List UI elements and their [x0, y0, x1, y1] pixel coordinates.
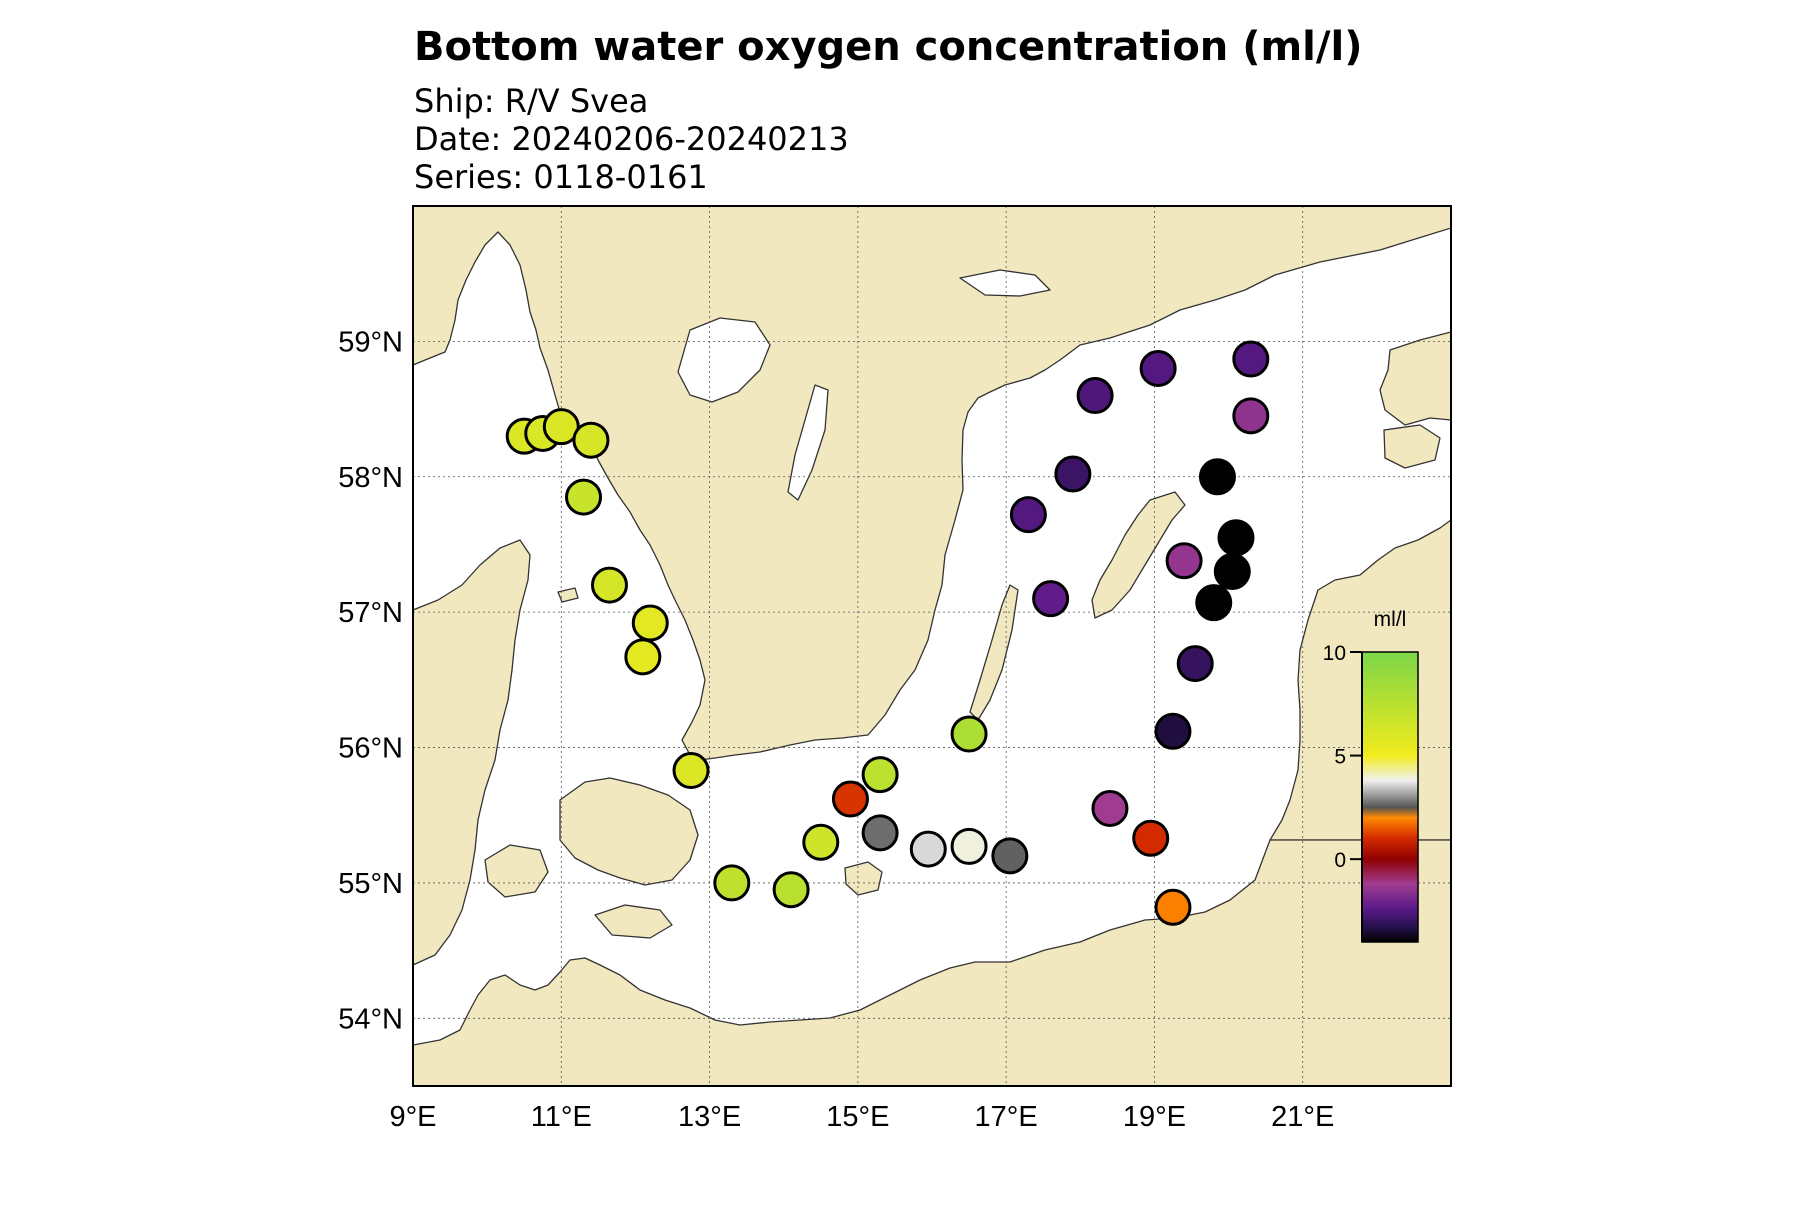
station-marker [772, 871, 810, 909]
colorbar-gradient [1361, 651, 1419, 943]
station-marker [1032, 580, 1070, 618]
station-marker [1165, 542, 1203, 580]
station-marker [542, 408, 580, 446]
station-marker [1076, 377, 1114, 415]
saaremaa-island [1383, 424, 1441, 469]
ship-label: Ship: R/V Svea [414, 82, 649, 120]
station-marker [802, 823, 840, 861]
colorbar-tick-label: 10 [1323, 642, 1346, 665]
station-marker [1176, 645, 1214, 683]
colorbar-tick-label: 5 [1334, 746, 1346, 769]
station-marker [590, 566, 628, 604]
lon-tick-label: 19°E [1123, 1101, 1186, 1133]
jutland-land [413, 539, 531, 966]
lat-tick-label: 59°N [338, 326, 403, 358]
station-marker [1217, 519, 1255, 557]
lon-tick-label: 11°E [531, 1101, 592, 1133]
station-marker [1132, 819, 1170, 857]
station-marker [991, 837, 1029, 875]
colorbar: ml/l 10 5 0 [1323, 608, 1419, 943]
vanern-lake [677, 317, 771, 403]
longitude-labels: 9°E 11°E 13°E 15°E 17°E 19°E 21°E [389, 1101, 1334, 1133]
colorbar-tick-label: 0 [1334, 849, 1346, 872]
lon-tick-label: 17°E [975, 1101, 1038, 1133]
station-marker [1009, 496, 1047, 534]
estonia-land [1379, 331, 1451, 426]
station-marker [950, 827, 988, 865]
zealand-island [559, 777, 699, 886]
station-marker [861, 814, 899, 852]
station-markers [505, 340, 1270, 926]
funen-island [484, 844, 549, 898]
series-label: Series: 0118-0161 [414, 158, 708, 196]
station-marker [572, 421, 610, 459]
vattern-lake [787, 384, 829, 501]
latitude-labels: 54°N 55°N 56°N 57°N 58°N 59°N [338, 326, 403, 1035]
gotland-island [1091, 491, 1186, 619]
station-marker [624, 638, 662, 676]
map-frame [412, 205, 1452, 1087]
station-marker [672, 752, 710, 790]
land-layer [413, 206, 1451, 1086]
lat-tick-label: 54°N [338, 1003, 403, 1035]
station-marker [1054, 455, 1092, 493]
colorbar-label: ml/l [1374, 608, 1407, 631]
colorbar-ticks: 10 5 0 [1323, 642, 1362, 872]
station-marker [1213, 553, 1251, 591]
station-marker [631, 604, 669, 642]
lon-tick-label: 21°E [1271, 1101, 1334, 1133]
bornholm-island [844, 861, 883, 896]
station-marker [1154, 712, 1192, 750]
laeso-island [557, 587, 579, 603]
station-marker [565, 478, 603, 516]
station-marker [1195, 584, 1233, 622]
lolland-island [594, 904, 673, 939]
scandinavia-land [413, 206, 1451, 761]
station-marker [1232, 340, 1270, 378]
station-marker [1139, 349, 1177, 387]
lon-tick-label: 15°E [826, 1101, 889, 1133]
lat-tick-label: 57°N [338, 597, 403, 629]
station-marker [1154, 888, 1192, 926]
lon-tick-label: 13°E [678, 1101, 741, 1133]
station-marker [950, 715, 988, 753]
date-label: Date: 20240206-20240213 [414, 120, 849, 158]
station-marker [1091, 789, 1129, 827]
station-marker [831, 780, 869, 818]
lat-tick-label: 58°N [338, 462, 403, 494]
lat-tick-label: 56°N [338, 733, 403, 765]
station-marker [861, 756, 899, 794]
station-marker [1198, 458, 1236, 496]
station-marker [1232, 397, 1270, 435]
station-marker [713, 864, 751, 902]
station-marker [909, 830, 947, 868]
malaren-lake [959, 269, 1051, 297]
map-title: Bottom water oxygen concentration (ml/l) [414, 24, 1363, 70]
lat-tick-label: 55°N [338, 868, 403, 900]
lon-tick-label: 9°E [389, 1101, 436, 1133]
